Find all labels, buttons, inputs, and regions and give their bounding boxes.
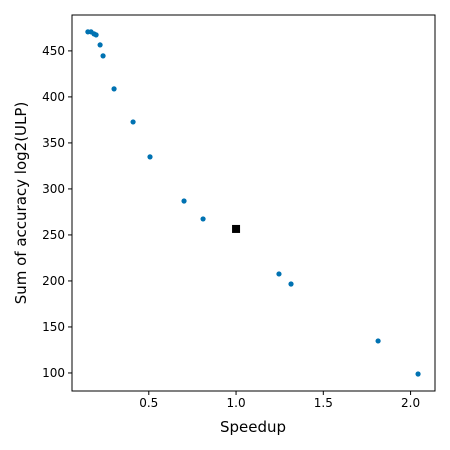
x-tick-label: 0.5 bbox=[139, 396, 158, 410]
point bbox=[130, 119, 136, 125]
y-tick-label: 100 bbox=[42, 366, 65, 380]
point bbox=[181, 198, 187, 204]
point bbox=[97, 42, 103, 48]
y-tick-label: 400 bbox=[42, 90, 65, 104]
y-axis-label: Sum of accuracy log2(ULP) bbox=[12, 102, 30, 305]
y-tick-label: 350 bbox=[42, 136, 65, 150]
point bbox=[415, 371, 421, 377]
point bbox=[100, 53, 106, 59]
point bbox=[232, 224, 241, 233]
point bbox=[288, 281, 294, 287]
plot-frame bbox=[71, 14, 436, 392]
x-tick-label: 2.0 bbox=[401, 396, 420, 410]
y-tick-label: 450 bbox=[42, 44, 65, 58]
point bbox=[93, 32, 99, 38]
y-tick-label: 150 bbox=[42, 320, 65, 334]
x-tick-label: 1.5 bbox=[314, 396, 333, 410]
x-tick-label: 1.0 bbox=[227, 396, 246, 410]
point bbox=[147, 154, 153, 160]
point bbox=[375, 338, 381, 344]
point bbox=[276, 271, 282, 277]
x-axis-label: Speedup bbox=[220, 418, 286, 436]
y-tick-label: 250 bbox=[42, 228, 65, 242]
y-tick-label: 200 bbox=[42, 274, 65, 288]
point bbox=[111, 86, 117, 92]
y-tick-label: 300 bbox=[42, 182, 65, 196]
point bbox=[200, 216, 206, 222]
